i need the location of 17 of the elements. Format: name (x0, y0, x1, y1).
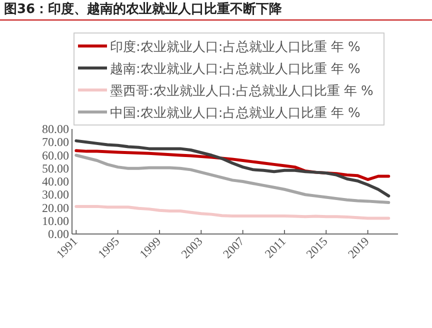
legend-label: 印度:农业就业人口:占总就业人口比重 年 % (110, 39, 360, 55)
y-tick-label: 60.00 (42, 148, 69, 162)
legend-label: 墨西哥:农业就业人口:占总就业人口比重 年 % (110, 84, 374, 99)
chart-title: 图36：印度、越南的农业就业人口比重不断下降 (4, 1, 284, 17)
y-tick-label: 70.00 (42, 135, 69, 150)
line-series (74, 139, 390, 198)
y-tick-label: 10.00 (42, 214, 69, 228)
line-series (74, 154, 390, 204)
y-tick-label: 50.00 (42, 161, 69, 176)
y-tick-label: 30.00 (42, 188, 69, 202)
y-tick-label: 20.00 (42, 200, 69, 215)
y-tick-label: 0.00 (48, 227, 69, 241)
line-series (74, 204, 390, 220)
legend-label: 中国:农业就业人口:占总就业人口比重 年 % (110, 106, 360, 121)
y-tick-label: 80.00 (42, 122, 69, 136)
legend-label: 越南:农业就业人口:占总就业人口比重 年 % (110, 62, 360, 77)
y-tick-label: 40.00 (42, 174, 69, 188)
